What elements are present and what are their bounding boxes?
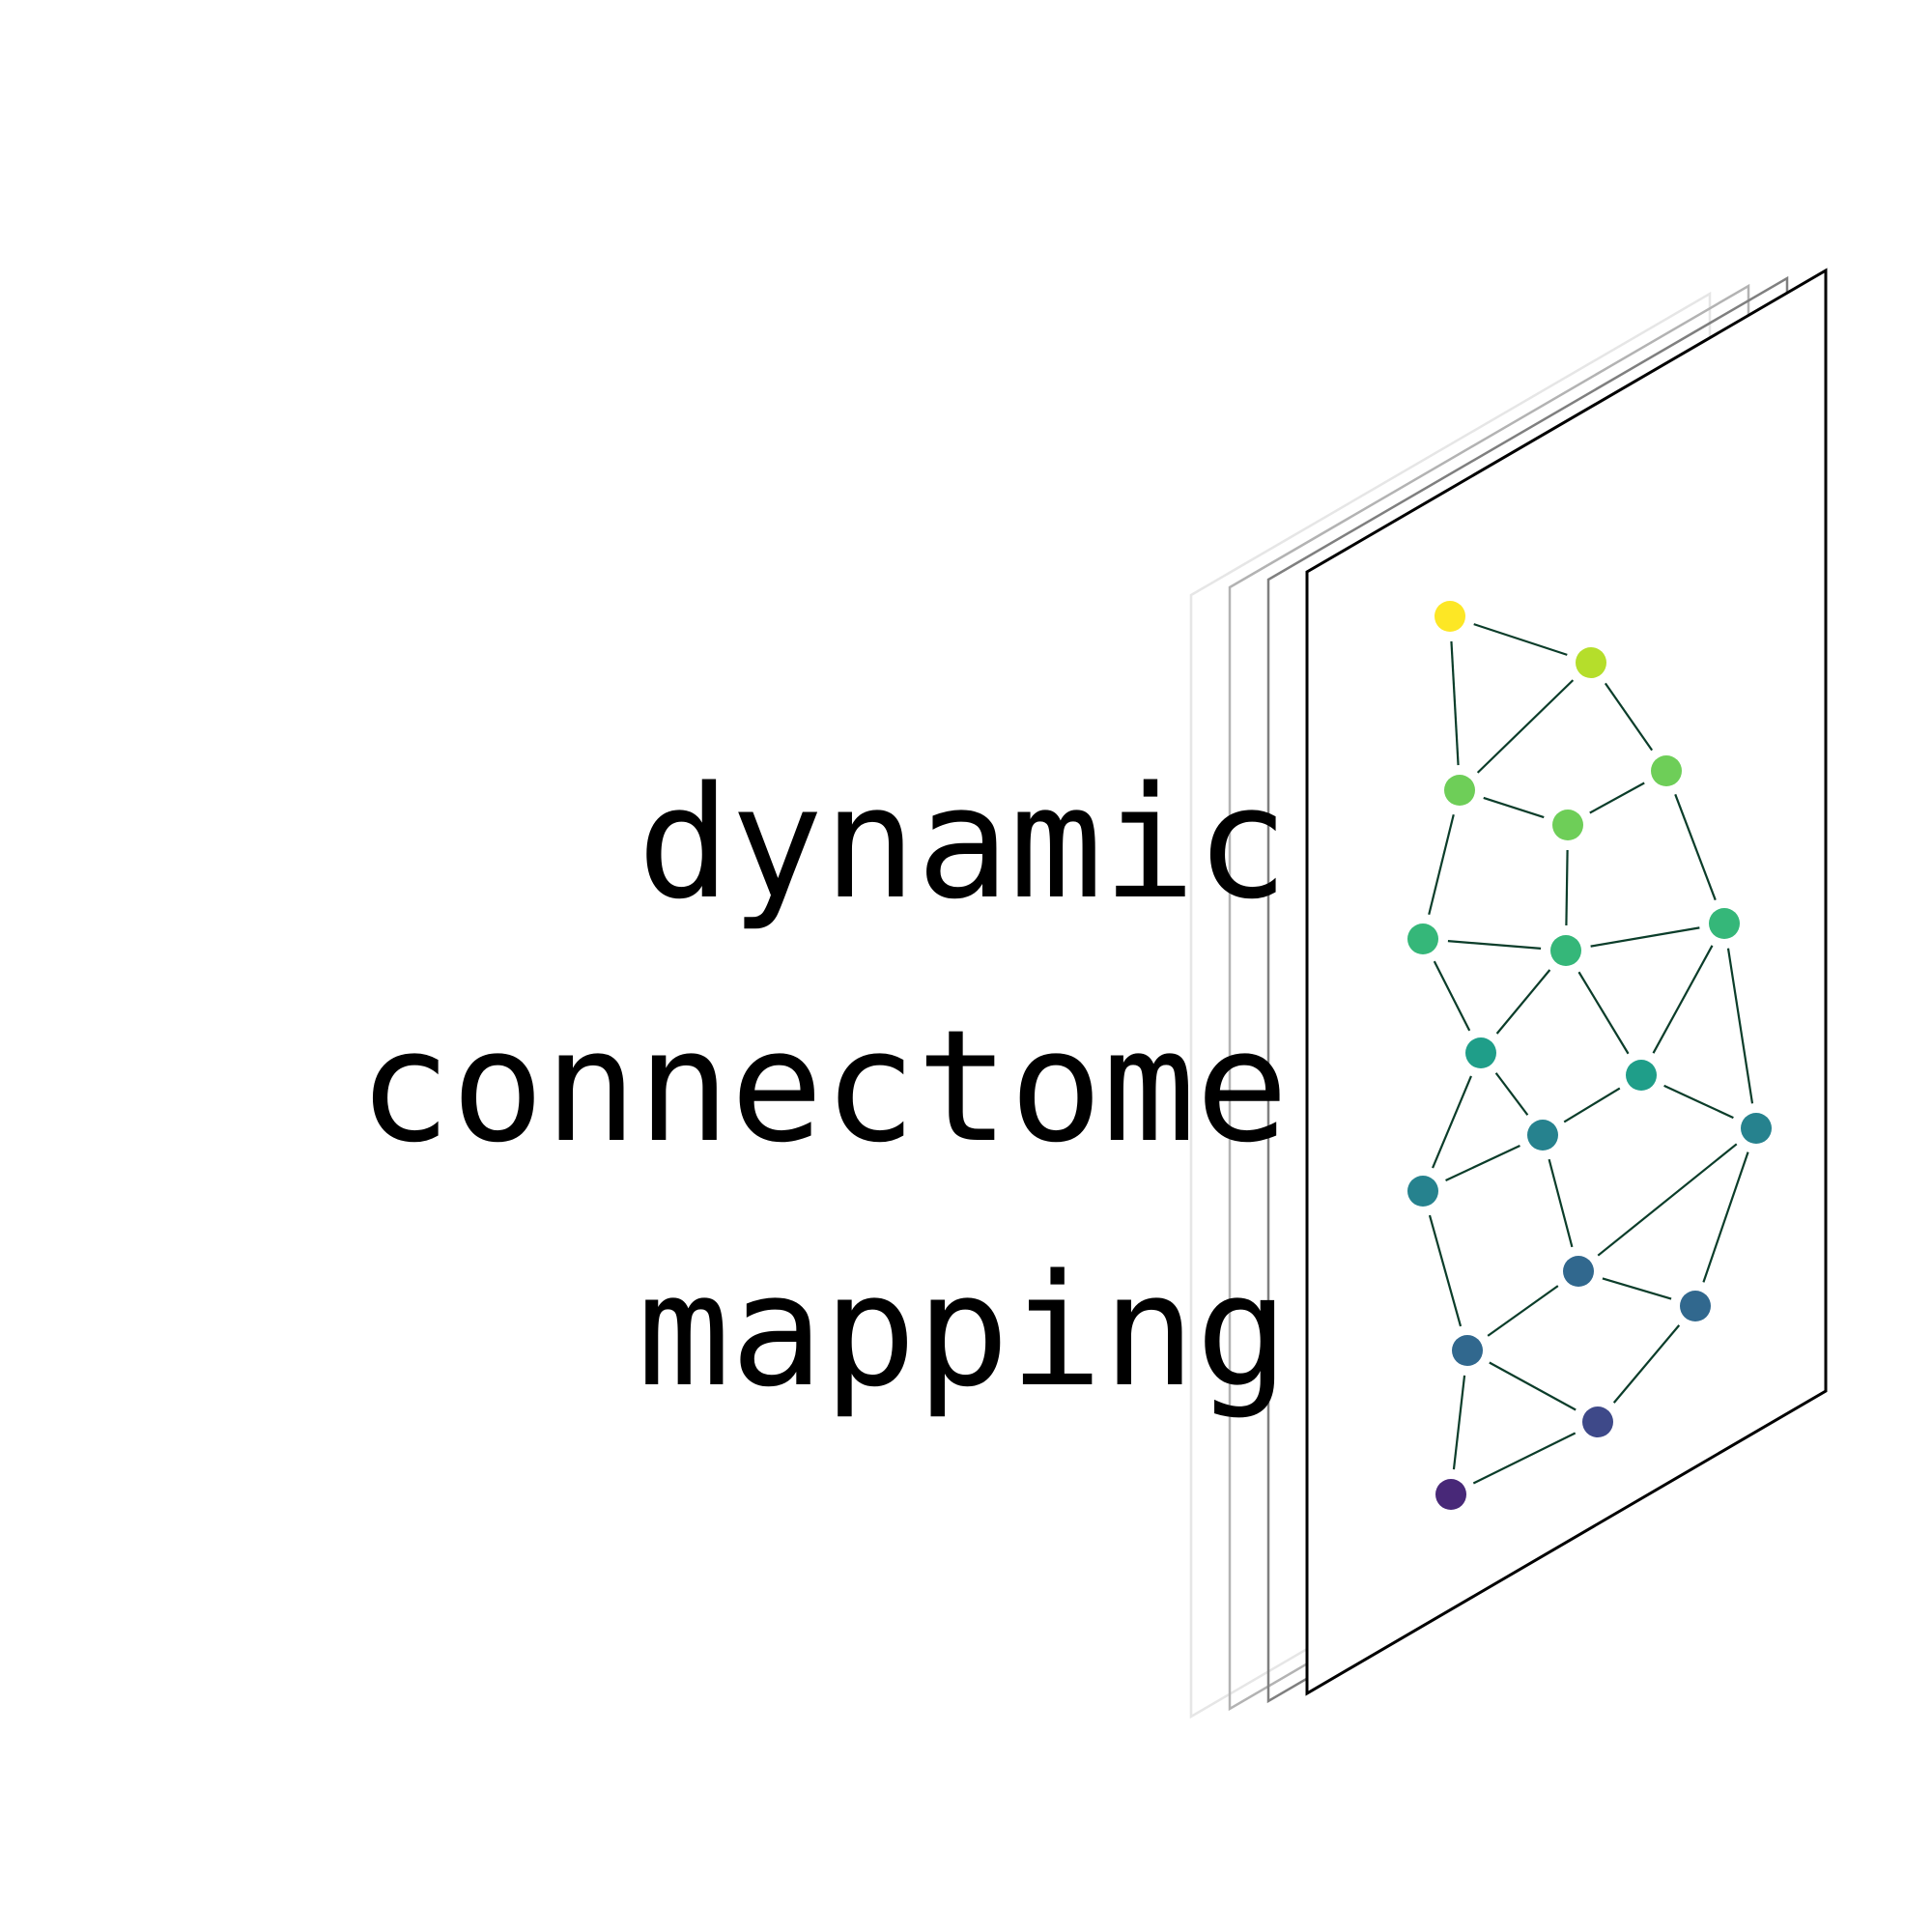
network-edge — [1565, 849, 1569, 926]
network-edge — [1604, 682, 1654, 752]
network-node — [1552, 810, 1583, 840]
network-edge — [1589, 781, 1645, 814]
network-edge — [1577, 971, 1630, 1055]
network-node — [1444, 775, 1475, 806]
network-node — [1550, 935, 1581, 966]
network-node — [1407, 1176, 1438, 1207]
network-node — [1709, 908, 1740, 939]
network-edge — [1432, 1075, 1472, 1169]
network-edge — [1652, 945, 1714, 1054]
front-frame — [1305, 268, 1828, 1696]
network-edges — [1428, 623, 1754, 1485]
network-edge — [1445, 1145, 1520, 1181]
stacked-time-frames — [1189, 268, 1828, 1719]
network-edge — [1548, 1158, 1574, 1248]
network-edge — [1663, 1084, 1734, 1120]
logo-title: dynamic connectome mapping — [358, 753, 1289, 1421]
network-edge — [1494, 1072, 1529, 1116]
network-edge — [1428, 813, 1455, 916]
network-edge — [1702, 1151, 1749, 1283]
network-edge — [1495, 969, 1551, 1035]
network-node — [1680, 1291, 1711, 1321]
network-edge — [1726, 948, 1754, 1104]
network-node — [1651, 755, 1682, 786]
network-node — [1435, 601, 1465, 632]
network-node — [1465, 1037, 1496, 1068]
network-edge — [1472, 1432, 1577, 1485]
network-node — [1741, 1113, 1772, 1144]
network-nodes — [1407, 601, 1772, 1510]
network-node — [1527, 1120, 1558, 1151]
network-node — [1435, 1479, 1466, 1510]
network-edge — [1590, 926, 1700, 948]
network-node — [1576, 647, 1606, 678]
title-line-dynamic: dynamic — [638, 753, 1289, 933]
network-edge — [1674, 793, 1717, 901]
network-edge — [1487, 1285, 1559, 1337]
network-edge — [1483, 796, 1545, 819]
title-line-connectome: connectome — [358, 996, 1289, 1177]
network-edge — [1473, 623, 1568, 656]
network-edge — [1433, 960, 1471, 1032]
network-node — [1563, 1256, 1594, 1287]
network-node — [1626, 1060, 1657, 1091]
network-edge — [1450, 640, 1460, 766]
title-line-mapping: mapping — [638, 1240, 1289, 1421]
network-edge — [1489, 1361, 1577, 1411]
network-edge — [1476, 679, 1575, 774]
network-node — [1452, 1335, 1483, 1366]
network-edge — [1602, 1277, 1672, 1300]
network-edge — [1597, 1143, 1738, 1257]
network-node — [1582, 1406, 1613, 1437]
network-edge — [1452, 1375, 1466, 1470]
network-edge — [1563, 1087, 1621, 1123]
network-edge — [1612, 1324, 1681, 1404]
network-edge — [1428, 1214, 1463, 1327]
network-node — [1407, 923, 1438, 954]
network-edge — [1447, 940, 1542, 950]
